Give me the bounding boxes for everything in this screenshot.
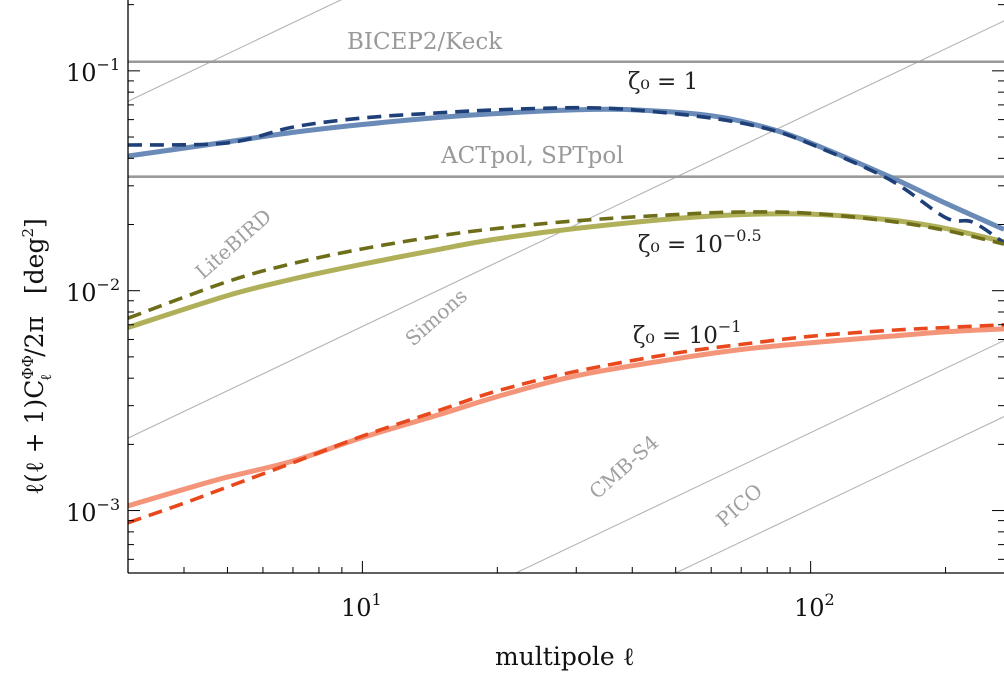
ytick-m2-base: 10 (66, 279, 97, 307)
series-line-dashed--10-0.5 (128, 210, 1004, 320)
series-line-solid--10-1 (128, 326, 1004, 509)
ylabel-tail: /2π (20, 316, 49, 357)
sensitivity-line-litebird (128, 0, 342, 102)
ylabel-unit: [deg (20, 238, 49, 295)
ytick-m3-base: 10 (66, 499, 97, 527)
zeta-05-exponent: −0.5 (723, 226, 762, 245)
ylabel-subscript: ℓ (37, 374, 55, 381)
ytick-label-1e-2: 10−2 (66, 275, 120, 307)
series-line-dashed--1 (128, 105, 1004, 245)
experiment-limit-lines (128, 60, 1004, 179)
sensitivity-line-pico (675, 416, 1004, 573)
ylabel-unit-exponent: 2 (19, 228, 37, 238)
ytick-label-1e-1: 10−1 (66, 55, 120, 87)
xtick-100-base: 10 (794, 594, 825, 622)
ytick-m1-exponent: −1 (97, 55, 121, 74)
axis-ticks (127, 4, 1004, 573)
series-lines (128, 105, 1004, 525)
ytick-m3-exponent: −3 (97, 495, 121, 514)
zeta-01-exponent: −1 (718, 317, 742, 336)
y-axis-title: ℓ(ℓ + 1)CΦΦℓ/2π [deg2] (19, 218, 55, 495)
xtick-label-10: 101 (341, 590, 382, 622)
series-line-solid--10-0.5 (128, 211, 1004, 330)
zeta-1-label: ζ₀ = 1 (628, 69, 698, 95)
sensitivity-lines (128, 0, 1004, 573)
xtick-10-exponent: 1 (372, 590, 382, 609)
plot-content (128, 0, 1004, 573)
zeta-10-minus-1-label: ζ₀ = 10−1 (633, 317, 741, 349)
simons-label: Simons (400, 284, 472, 351)
ytick-m1-base: 10 (66, 59, 97, 87)
zeta-05-base: ζ₀ = 10 (638, 232, 723, 258)
ytick-m2-exponent: −2 (97, 275, 121, 294)
xtick-label-100: 102 (794, 590, 835, 622)
ylabel-main: ℓ(ℓ + 1)C (20, 380, 49, 495)
actpol-sptpol-label: ACTpol, SPTpol (440, 143, 624, 169)
series-line-dashed--10-1 (128, 323, 1004, 525)
pico-label: PICO (711, 479, 767, 532)
cmb-s4-label: CMB-S4 (584, 430, 663, 504)
sensitivity-line-cmb-s4 (515, 339, 1004, 573)
xtick-100-exponent: 2 (825, 590, 835, 609)
ytick-label-1e-3: 10−3 (66, 495, 120, 527)
zeta-01-base: ζ₀ = 10 (633, 323, 718, 349)
sensitivity-line-simons (128, 20, 1004, 439)
bicep-keck-label: BICEP2/Keck (347, 29, 503, 55)
ylabel-superscript: ΦΦ (19, 355, 37, 380)
x-axis-title: multipole ℓ (495, 642, 635, 671)
zeta-10-minus-0.5-label: ζ₀ = 10−0.5 (638, 226, 762, 258)
ylabel-unit-close: ] (20, 218, 49, 228)
xtick-10-base: 10 (341, 594, 372, 622)
